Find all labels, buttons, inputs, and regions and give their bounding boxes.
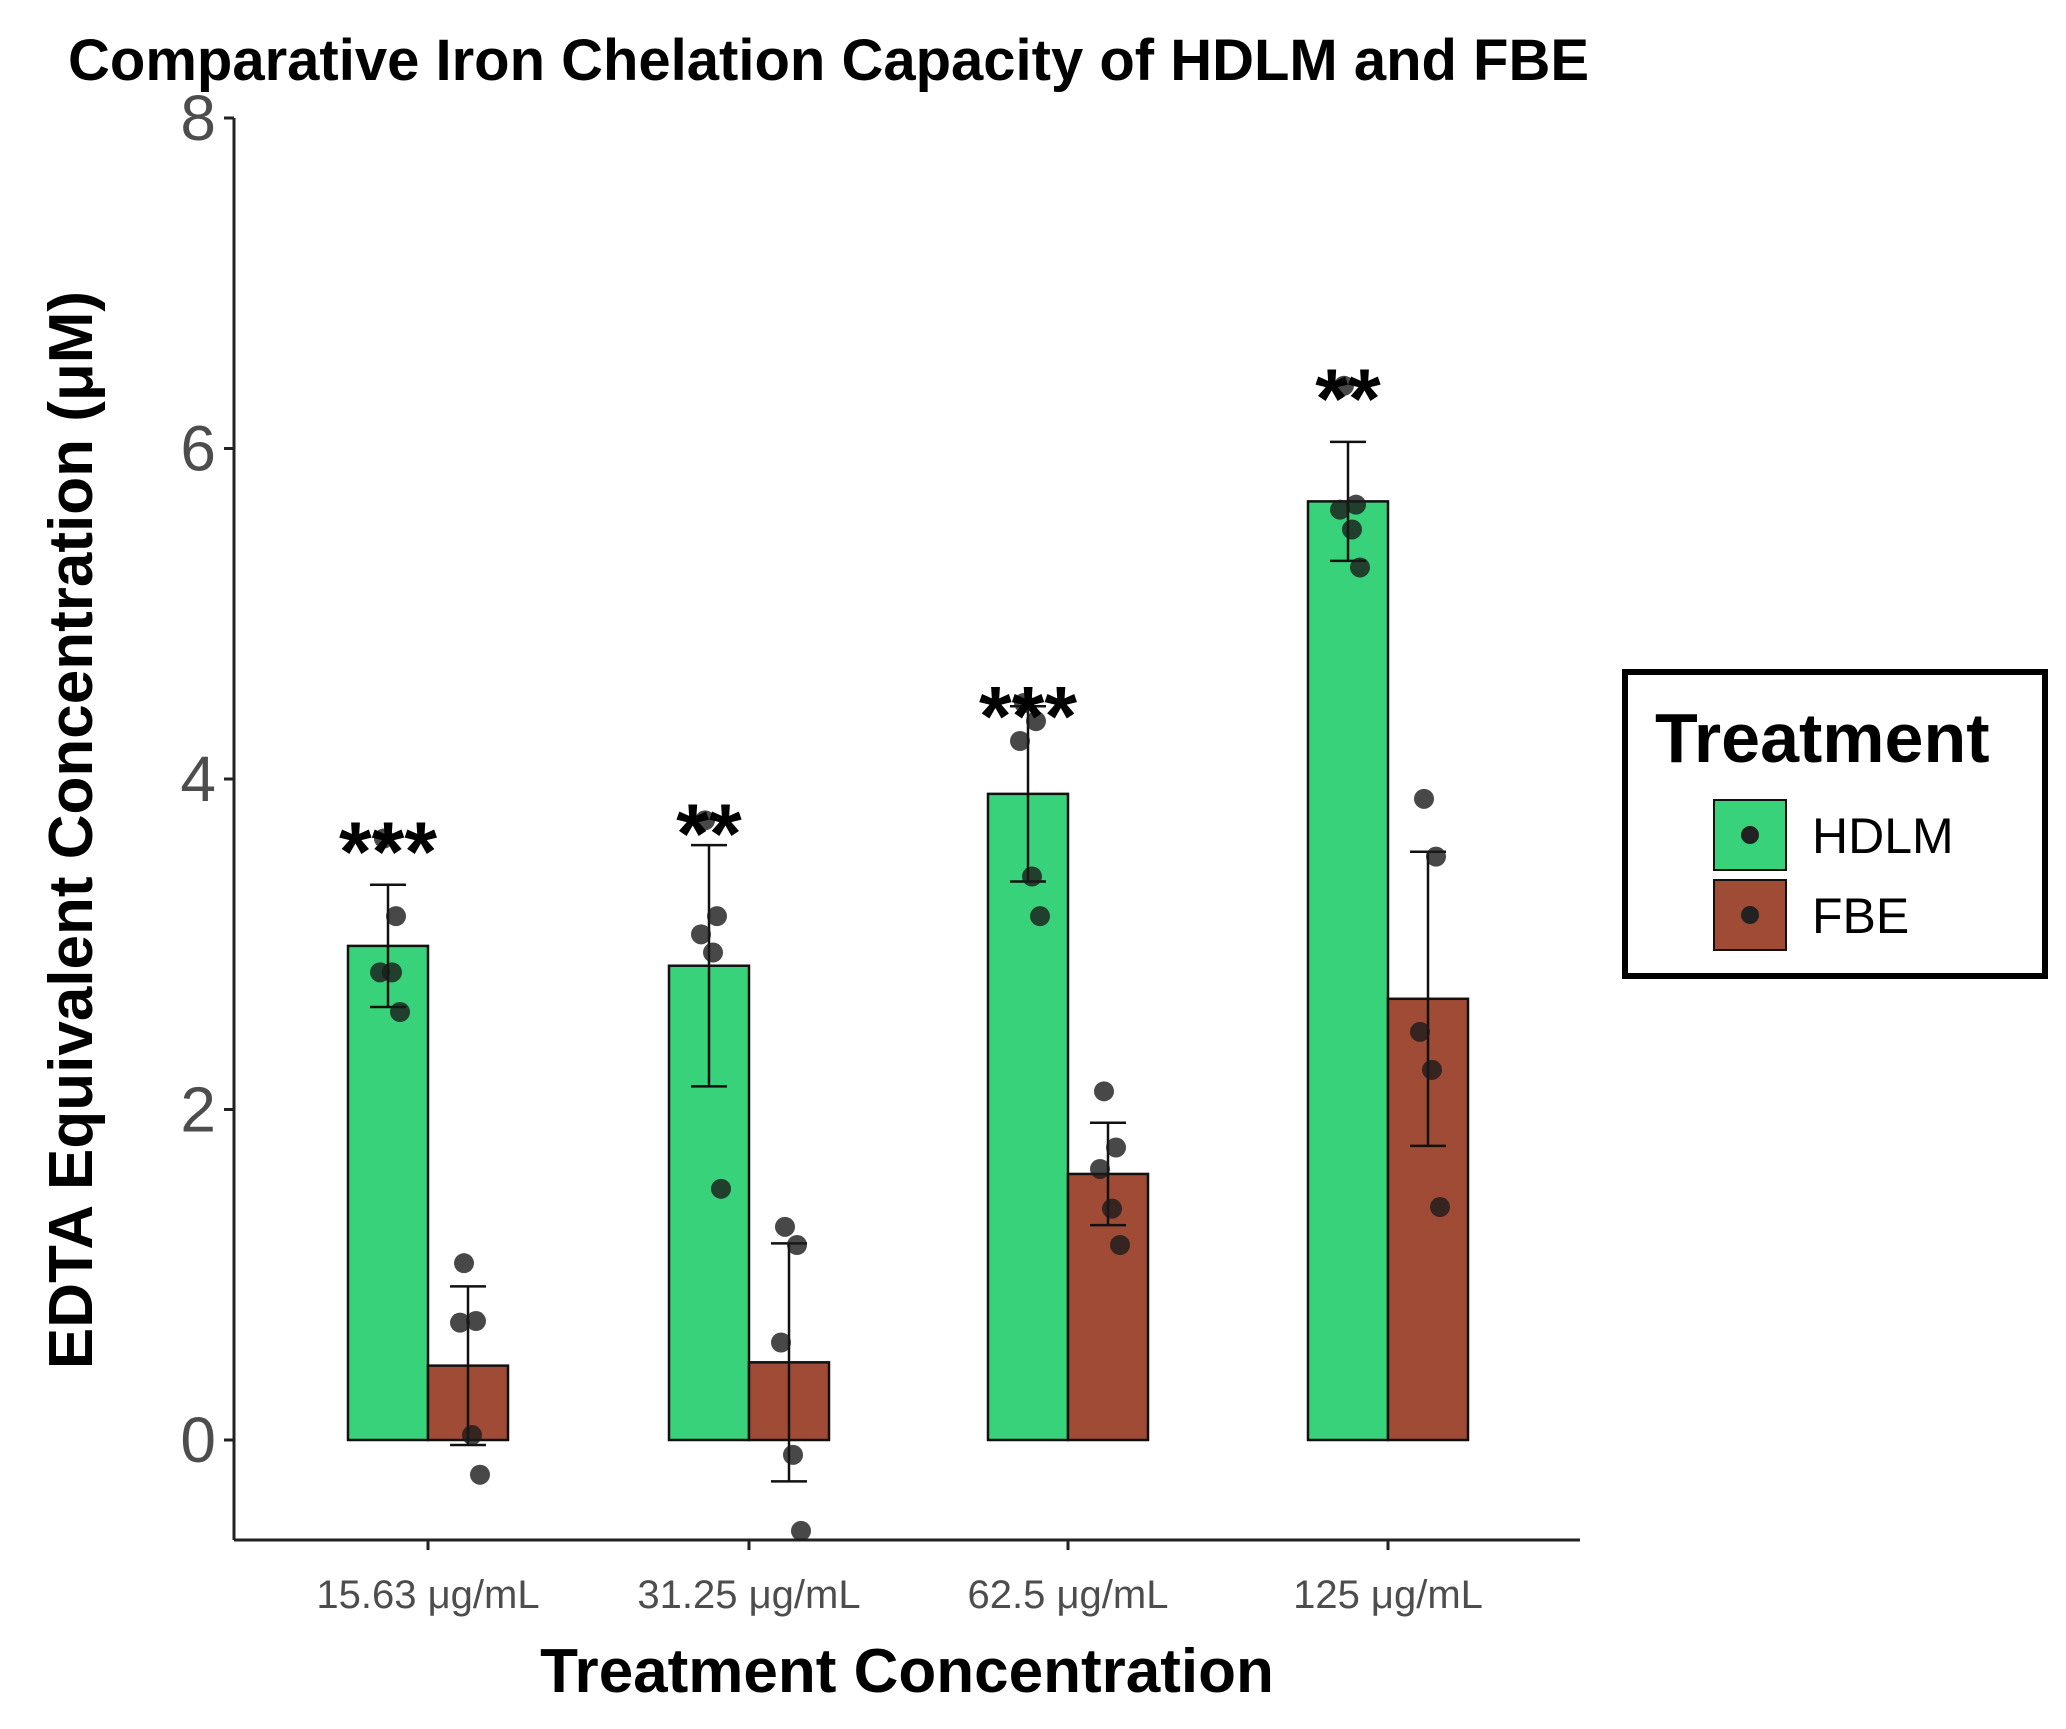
data-point-fbe — [1090, 1158, 1110, 1179]
data-point-hdlm — [695, 810, 715, 831]
data-point-fbe — [470, 1464, 490, 1485]
legend-point-hdlm — [1741, 826, 1759, 844]
legend: Treatment HDLM FBE — [1622, 669, 2048, 979]
x-tick-label: 62.5 μg/mL — [968, 1573, 1169, 1617]
data-point-fbe — [791, 1520, 811, 1541]
data-point-hdlm — [1026, 711, 1046, 732]
bar-hdlm — [346, 944, 430, 1442]
data-point-fbe — [1410, 1021, 1430, 1042]
data-point-hdlm — [1342, 519, 1362, 540]
data-point-fbe — [1430, 1196, 1450, 1217]
legend-title: Treatment — [1655, 699, 1990, 777]
data-point-hdlm — [1330, 499, 1350, 520]
bar-hdlm — [1306, 500, 1390, 1442]
chart-title: Comparative Iron Chelation Capacity of H… — [68, 28, 1589, 93]
data-point-hdlm — [1022, 866, 1042, 887]
y-tick-label: 8 — [180, 82, 216, 154]
legend-label-fbe: FBE — [1812, 888, 1909, 944]
legend-item-hdlm: HDLM — [1713, 799, 1954, 871]
data-point-hdlm — [1334, 375, 1354, 396]
plot-area: 0 2 4 6 8 15.63 μg/mL 31.25 μg/mL 62.5 μg/mL 125… — [180, 82, 1580, 1617]
legend-label-hdlm: HDLM — [1812, 808, 1954, 864]
data-point-hdlm — [382, 962, 402, 983]
x-tick-label: 15.63 μg/mL — [316, 1573, 539, 1617]
y-tick-label: 2 — [180, 1074, 216, 1146]
data-point-hdlm — [703, 942, 723, 963]
data-point-fbe — [1106, 1137, 1126, 1158]
y-tick-label: 0 — [180, 1404, 216, 1476]
data-point-fbe — [787, 1235, 807, 1256]
data-point-hdlm — [1350, 557, 1370, 578]
legend-box — [1622, 669, 2048, 979]
data-point-fbe — [466, 1311, 486, 1332]
x-tick-label: 125 μg/mL — [1293, 1573, 1483, 1617]
significance-label: ** — [1315, 352, 1381, 446]
legend-point-fbe — [1741, 906, 1759, 924]
data-point-fbe — [771, 1332, 791, 1353]
y-tick-label: 6 — [180, 413, 216, 485]
data-point-hdlm — [1014, 692, 1034, 713]
data-point-fbe — [1426, 846, 1446, 867]
legend-swatch-hdlm — [1713, 799, 1787, 871]
data-point-fbe — [1110, 1235, 1130, 1256]
data-point-hdlm — [1346, 494, 1366, 515]
data-point-hdlm — [1010, 730, 1030, 751]
y-tick-label: 4 — [180, 743, 216, 815]
data-point-fbe — [1094, 1081, 1114, 1102]
significance-label: *** — [339, 804, 437, 898]
data-point-hdlm — [390, 1002, 410, 1023]
data-point-fbe — [454, 1253, 474, 1274]
data-point-fbe — [1414, 788, 1434, 809]
data-point-fbe — [1422, 1059, 1442, 1080]
data-point-hdlm — [386, 906, 406, 927]
significance-label: *** — [979, 669, 1077, 763]
data-point-hdlm — [374, 828, 394, 849]
data-point-fbe — [783, 1444, 803, 1465]
data-point-hdlm — [1030, 906, 1050, 927]
data-point-fbe — [462, 1425, 482, 1446]
y-axis-label: EDTA Equivalent Concentration (μM) — [37, 291, 106, 1369]
bar-hdlm — [986, 792, 1070, 1442]
data-point-hdlm — [711, 1178, 731, 1199]
x-tick-label: 31.25 μg/mL — [637, 1573, 860, 1617]
data-point-fbe — [1102, 1198, 1122, 1219]
significance-label: ** — [676, 786, 742, 880]
data-point-fbe — [450, 1312, 470, 1333]
data-point-hdlm — [707, 906, 727, 927]
data-point-hdlm — [691, 924, 711, 945]
legend-item-fbe: FBE — [1713, 879, 1909, 951]
data-point-fbe — [775, 1216, 795, 1237]
x-axis-label: Treatment Concentration — [540, 1637, 1274, 1706]
